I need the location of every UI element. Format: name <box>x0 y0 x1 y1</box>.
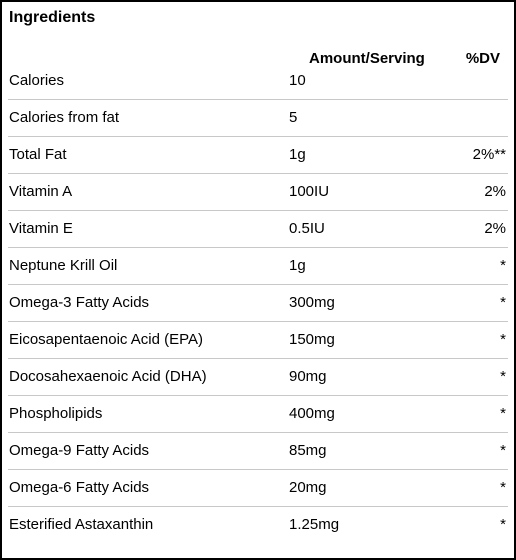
ingredient-amount: 10 <box>289 72 306 89</box>
row-divider <box>8 469 508 470</box>
table-row: Esterified Astaxanthin 1.25mg * <box>2 507 514 544</box>
ingredient-amount: 0.5IU <box>289 220 325 237</box>
ingredient-amount: 150mg <box>289 331 335 348</box>
ingredient-amount: 5 <box>289 109 298 126</box>
ingredient-dv: 2% <box>484 220 506 237</box>
ingredient-name: Total Fat <box>9 146 67 163</box>
row-divider <box>8 432 508 433</box>
row-divider <box>8 210 508 211</box>
ingredient-amount: 1.25mg <box>289 516 340 533</box>
table-row: Omega-3 Fatty Acids 300mg * <box>2 285 514 322</box>
ingredient-dv: * <box>500 294 506 311</box>
row-divider <box>8 136 508 137</box>
row-divider <box>8 358 508 359</box>
row-divider <box>8 395 508 396</box>
ingredient-amount: 85mg <box>289 442 327 459</box>
ingredients-table: Calories 10 Calories from fat 5 Total Fa… <box>2 63 514 544</box>
table-row: Neptune Krill Oil 1g * <box>2 248 514 285</box>
panel-title: Ingredients <box>9 9 96 26</box>
row-divider <box>8 284 508 285</box>
ingredient-dv: 2% <box>484 183 506 200</box>
ingredient-name: Omega-9 Fatty Acids <box>9 442 150 459</box>
ingredient-name: Omega-6 Fatty Acids <box>9 479 150 496</box>
row-divider <box>8 321 508 322</box>
row-divider <box>8 99 508 100</box>
ingredient-dv: * <box>500 257 506 274</box>
table-row: Calories from fat 5 <box>2 100 514 137</box>
ingredient-dv: * <box>500 405 506 422</box>
ingredient-name: Phospholipids <box>9 405 103 422</box>
table-row: Docosahexaenoic Acid (DHA) 90mg * <box>2 359 514 396</box>
ingredient-amount: 90mg <box>289 368 327 385</box>
ingredient-dv: 2%** <box>472 146 506 163</box>
ingredient-name: Calories from fat <box>9 109 120 126</box>
table-row: Vitamin A 100IU 2% <box>2 174 514 211</box>
dv-column-header: %DV <box>465 50 500 67</box>
table-row: Total Fat 1g 2%** <box>2 137 514 174</box>
ingredient-name: Neptune Krill Oil <box>9 257 118 274</box>
table-row: Omega-9 Fatty Acids 85mg * <box>2 433 514 470</box>
table-row: Omega-6 Fatty Acids 20mg * <box>2 470 514 507</box>
ingredient-name: Docosahexaenoic Acid (DHA) <box>9 368 207 385</box>
ingredient-name: Vitamin E <box>9 220 73 237</box>
ingredient-amount: 100IU <box>289 183 330 200</box>
ingredient-amount: 20mg <box>289 479 327 496</box>
ingredient-name: Omega-3 Fatty Acids <box>9 294 150 311</box>
ingredient-dv: * <box>500 442 506 459</box>
table-header: Amount/Serving %DV <box>2 50 514 70</box>
ingredient-amount: 400mg <box>289 405 335 422</box>
ingredient-name: Calories <box>9 72 65 89</box>
table-row: Vitamin E 0.5IU 2% <box>2 211 514 248</box>
ingredient-name: Esterified Astaxanthin <box>9 516 154 533</box>
table-row: Eicosapentaenoic Acid (EPA) 150mg * <box>2 322 514 359</box>
row-divider <box>8 173 508 174</box>
ingredient-name: Vitamin A <box>9 183 73 200</box>
table-row: Calories 10 <box>2 63 514 100</box>
ingredient-dv: * <box>500 331 506 348</box>
ingredient-name: Eicosapentaenoic Acid (EPA) <box>9 331 203 348</box>
ingredient-dv: * <box>500 368 506 385</box>
ingredient-amount: 300mg <box>289 294 335 311</box>
row-divider <box>8 247 508 248</box>
ingredient-dv: * <box>500 516 506 533</box>
ingredient-amount: 1g <box>289 257 306 274</box>
ingredient-dv: * <box>500 479 506 496</box>
amount-column-header: Amount/Serving <box>309 50 425 67</box>
table-row: Phospholipids 400mg * <box>2 396 514 433</box>
row-divider <box>8 506 508 507</box>
ingredient-amount: 1g <box>289 146 306 163</box>
